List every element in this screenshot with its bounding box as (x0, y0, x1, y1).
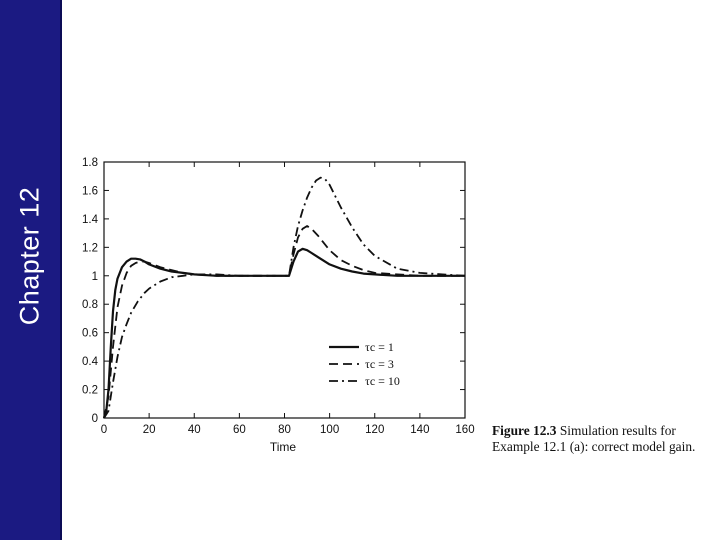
caption-text-line2: Example 12.1 (a): correct model gain. (492, 439, 696, 454)
legend-label-1: τc = 1 (365, 340, 394, 354)
series-lines (102, 176, 466, 419)
axes (103, 161, 466, 419)
series-line-3 (103, 176, 466, 419)
x-tick-label: 20 (143, 424, 156, 436)
x-tick-label: 0 (101, 424, 107, 436)
x-axis-label: Time (270, 440, 297, 454)
y-tick-label: 1.8 (82, 157, 98, 169)
y-tick-label: 0.2 (82, 385, 98, 397)
y-tick-label: 0 (92, 413, 98, 425)
y-tick-label: 1.6 (82, 185, 98, 197)
sidebar-band: Chapter 12 (0, 0, 62, 540)
caption-label: Figure 12.3 (492, 423, 557, 438)
x-tick-label: 120 (365, 424, 384, 436)
x-tick-label: 160 (455, 424, 474, 436)
caption-text-line1: Simulation results for (559, 423, 676, 438)
y-tick-label: 1.2 (82, 242, 98, 254)
y-tick-label: 0.8 (82, 299, 98, 311)
figure-caption: Figure 12.3 Simulation results for Examp… (492, 423, 717, 455)
y-tick-label: 0.6 (82, 328, 98, 340)
series-line-1 (102, 247, 465, 419)
x-tick-label: 40 (188, 424, 201, 436)
x-tick-label: 80 (278, 424, 291, 436)
series-line-2 (103, 225, 465, 419)
legend-label-2: τc = 3 (365, 357, 394, 371)
x-tick-label: 100 (320, 424, 339, 436)
legend: τc = 1 τc = 3 τc = 10 (329, 340, 400, 388)
y-tick-label: 1 (92, 271, 98, 283)
y-tick-label: 0.4 (82, 356, 99, 368)
legend-label-3: τc = 10 (365, 374, 400, 388)
tick-marks: 0 20 40 60 80 100 120 140 160 0 0.2 0.4 0.6 0.8 1 1.2 1.… (82, 157, 475, 436)
x-tick-label: 60 (233, 424, 246, 436)
x-tick-label: 140 (410, 424, 429, 436)
plot-frame (103, 161, 466, 419)
y-tick-label: 1.4 (82, 214, 99, 226)
